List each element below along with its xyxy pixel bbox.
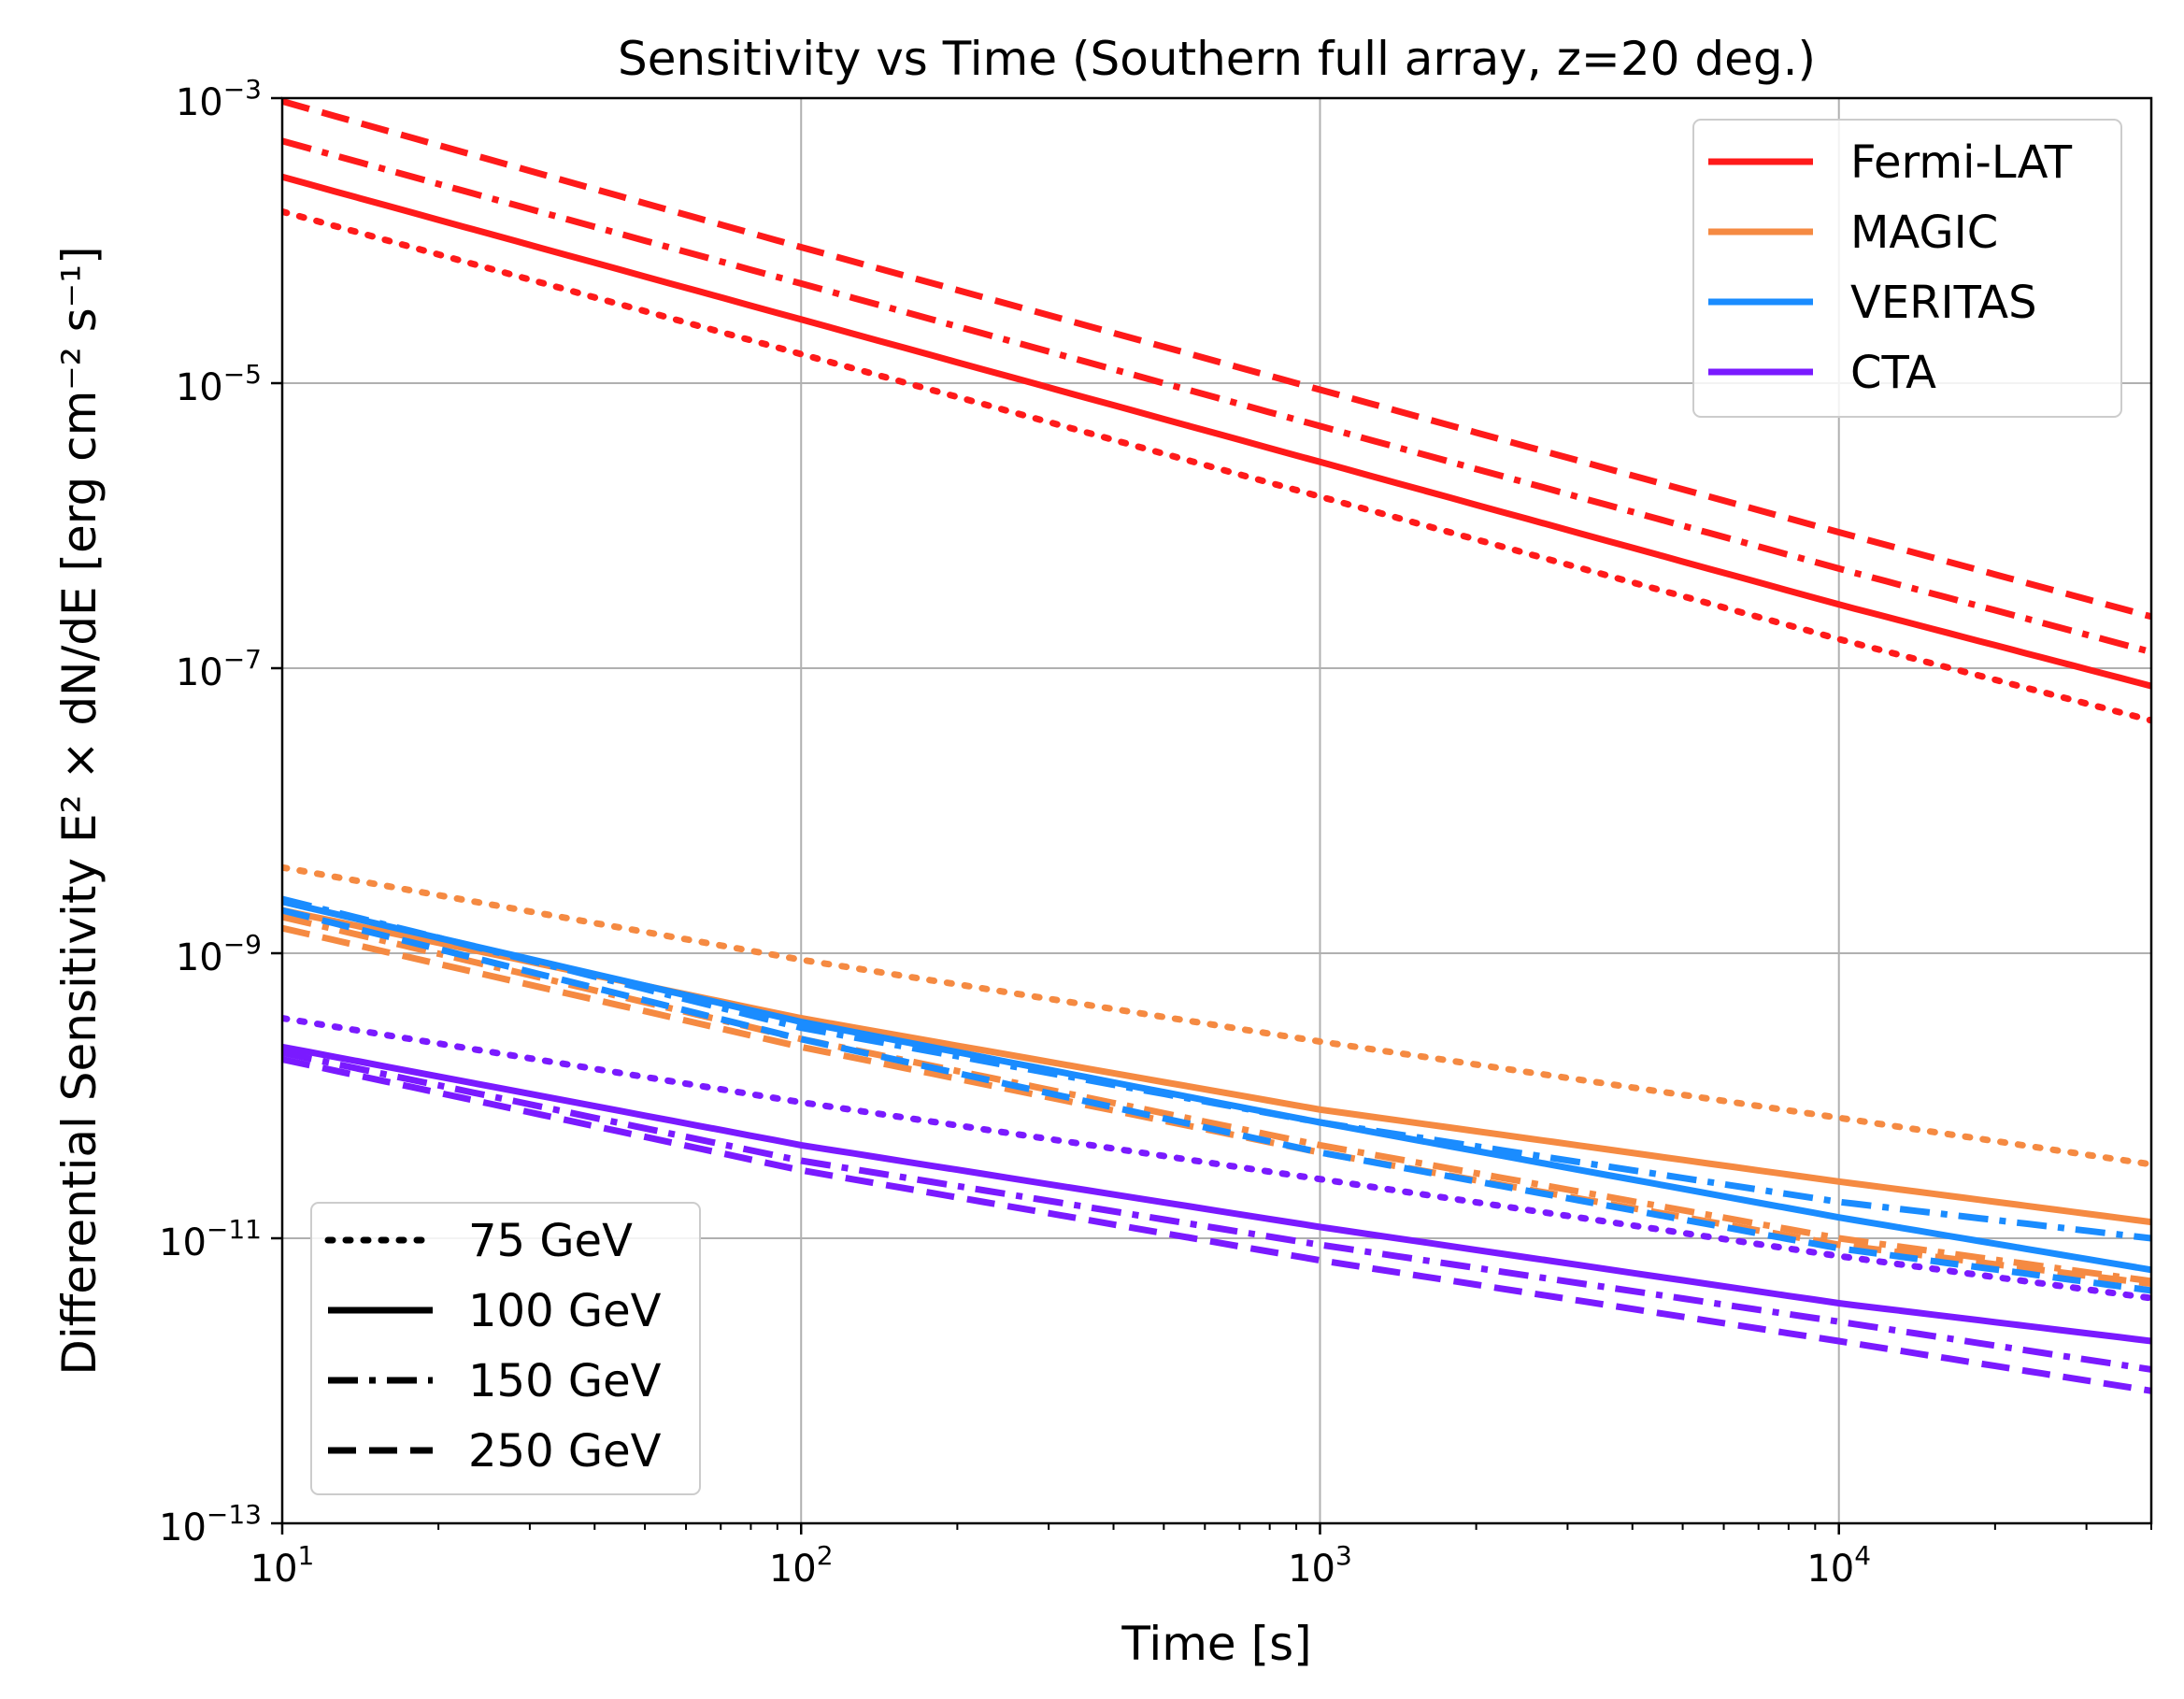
y-tick-label: 10−5 xyxy=(176,359,262,409)
legend-label-100gev: 100 GeV xyxy=(468,1285,662,1337)
x-tick-label: 101 xyxy=(250,1540,315,1591)
plot-frame xyxy=(280,96,2153,1525)
y-tick-label: 10−11 xyxy=(159,1214,262,1264)
instrument-legend: Fermi-LAT MAGIC VERITAS CTA xyxy=(1692,119,2122,418)
series-line-veritas-250gev xyxy=(282,907,2151,1294)
instrument-legend-box xyxy=(1692,119,2122,418)
legend-label-250gev: 250 GeV xyxy=(468,1425,662,1478)
x-tick-label: 103 xyxy=(1288,1540,1352,1591)
series-line-cta-100gev xyxy=(282,1043,2151,1345)
series-line-cta-75gev xyxy=(282,1015,2151,1302)
series-line-fermi-lat-75gev xyxy=(282,207,2151,724)
tick-layer: 101 102 103 104 10−13 10−11 10−9 10−7 10−5 10−3 xyxy=(159,74,2152,1591)
series-layer xyxy=(282,98,2151,1394)
x-tick-label: 104 xyxy=(1806,1540,1871,1591)
y-tick-label: 10−9 xyxy=(176,929,262,979)
series-line-cta-250gev xyxy=(282,1056,2151,1394)
legend-label-fermi-lat: Fermi-LAT xyxy=(1850,136,2073,189)
legend-label-veritas: VERITAS xyxy=(1850,277,2037,329)
legend-label-magic: MAGIC xyxy=(1850,207,1998,259)
legend-label-150gev: 150 GeV xyxy=(468,1355,662,1407)
x-tick-label: 102 xyxy=(769,1540,834,1591)
series-line-magic-250gev xyxy=(282,924,2151,1288)
series-line-fermi-lat-250gev xyxy=(282,98,2151,621)
chart-title: Sensitivity vs Time (Southern full array… xyxy=(618,32,1816,86)
y-tick-label: 10−13 xyxy=(159,1499,262,1549)
x-axis-label: Time [s] xyxy=(1121,1617,1311,1671)
series-line-cta-150gev xyxy=(282,1049,2151,1373)
series-line-veritas-150gev xyxy=(282,895,2151,1242)
series-line-magic-75gev xyxy=(282,864,2151,1168)
legend-label-cta: CTA xyxy=(1850,347,1936,399)
y-tick-label: 10−7 xyxy=(176,644,262,694)
y-tick-label: 10−3 xyxy=(176,74,262,124)
y-axis-label: Differential Sensitivity E² × dN/dE [erg… xyxy=(52,246,107,1375)
legend-label-75gev: 75 GeV xyxy=(468,1215,633,1267)
energy-legend-box xyxy=(310,1202,701,1495)
series-line-fermi-lat-100gev xyxy=(282,173,2151,690)
energy-legend: 75 GeV 100 GeV 150 GeV 250 GeV xyxy=(310,1202,701,1495)
series-line-fermi-lat-150gev xyxy=(282,137,2151,655)
